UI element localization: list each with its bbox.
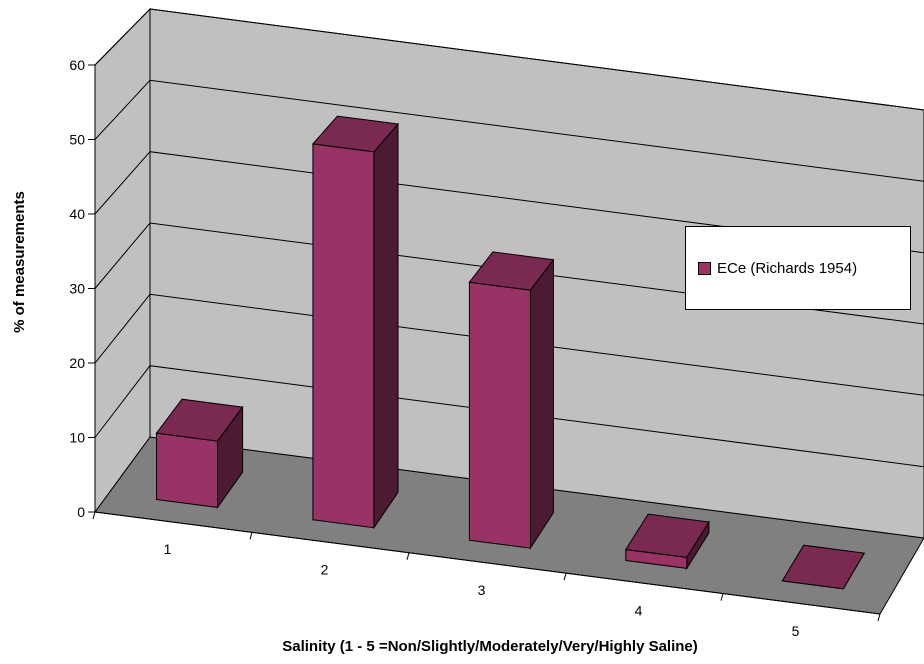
y-tick-label: 20	[69, 355, 85, 371]
legend-label: ECe (Richards 1954)	[717, 259, 858, 277]
tick-labels: 0 10 20 30 40 50 60 1 2 3 4 5	[69, 57, 799, 639]
bar-top	[311, 115, 399, 153]
gridline	[94, 222, 924, 325]
y-tick-label: 0	[77, 504, 85, 520]
gridlines	[94, 8, 924, 468]
bar-side	[373, 122, 399, 530]
bar-top	[781, 544, 866, 590]
x-tick-label: 1	[164, 541, 172, 557]
y-tick-label: 50	[69, 132, 85, 148]
side-wall	[94, 7, 151, 514]
y-axis-title: % of measurements	[11, 191, 28, 333]
y-tick-label: 40	[69, 206, 85, 222]
x-tick-mark	[720, 593, 724, 601]
y-tick-label: 60	[69, 57, 85, 73]
x-tick-mark	[877, 613, 881, 622]
gridline	[94, 8, 924, 111]
x-axis-title: Salinity (1 - 5 =Non/Slightly/Moderately…	[282, 638, 698, 655]
bar-front	[156, 432, 218, 508]
bar	[155, 398, 244, 509]
gridline	[94, 151, 924, 254]
bars	[155, 115, 866, 590]
bar	[781, 544, 866, 590]
bar-top	[468, 251, 555, 291]
x-tick-mark	[563, 573, 567, 581]
legend-swatch	[698, 261, 711, 275]
x-tick-mark	[92, 511, 96, 520]
x-axis-line	[94, 511, 881, 615]
bar	[624, 513, 710, 571]
bar-front	[312, 143, 375, 529]
x-tick-label: 3	[478, 582, 486, 598]
x-tick-label: 2	[321, 562, 329, 578]
y-tick-label: 30	[69, 281, 85, 297]
gridline	[94, 79, 924, 182]
gridline	[94, 365, 924, 468]
bar	[468, 251, 555, 550]
legend: ECe (Richards 1954)	[685, 226, 911, 310]
x-tick-label: 4	[635, 602, 643, 618]
x-tick-label: 5	[792, 623, 800, 639]
bar	[311, 115, 399, 530]
bar-side	[529, 258, 554, 550]
x-tick-mark	[406, 552, 410, 560]
bar-top	[624, 513, 710, 558]
gridline	[94, 293, 924, 396]
axes	[88, 64, 881, 622]
bar-front	[468, 281, 531, 549]
y-tick-label: 10	[69, 430, 85, 446]
bar-top	[155, 398, 244, 442]
x-tick-mark	[249, 532, 253, 540]
